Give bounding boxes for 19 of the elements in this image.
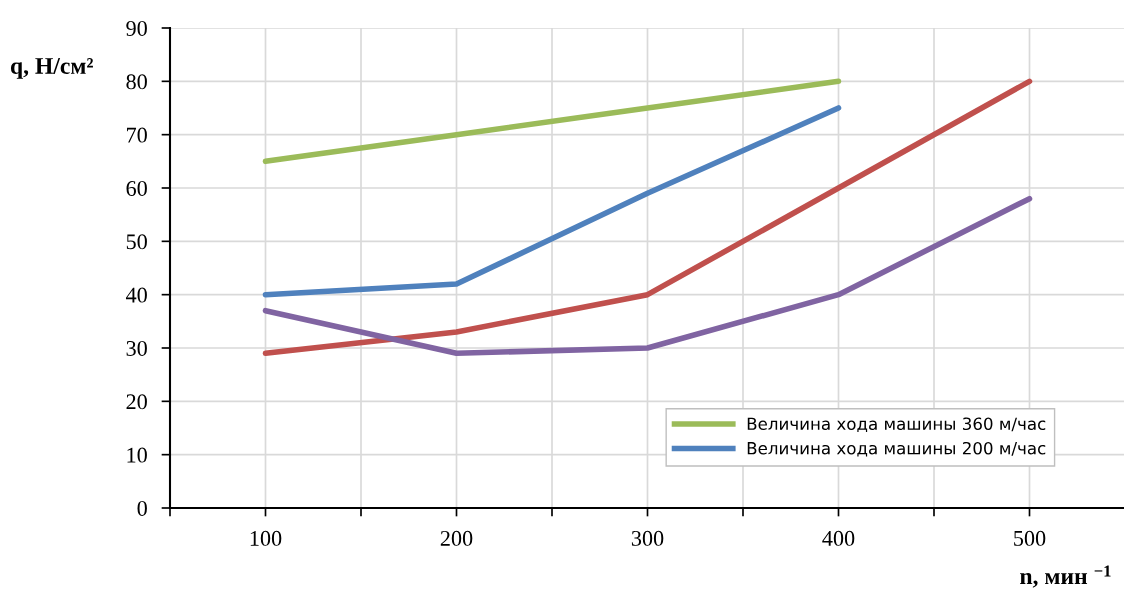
legend-label: Величина хода машины 200 м/час <box>747 441 1046 457</box>
y-tick-label: 0 <box>137 500 147 516</box>
x-tick-label: 300 <box>631 530 664 546</box>
y-tick-label: 20 <box>126 394 147 410</box>
y-tick-label: 80 <box>126 74 147 90</box>
x-axis-title: n, мин $^{−1}$ <box>1020 565 1111 588</box>
x-tick-label: 500 <box>1014 530 1046 546</box>
y-tick-label: 30 <box>126 340 147 356</box>
x-tick-label: 100 <box>250 530 282 546</box>
y-tick-label: 70 <box>127 127 147 143</box>
x-tick-label: 200 <box>440 530 473 546</box>
y-tick-label: 10 <box>127 447 147 463</box>
y-axis-title: q, Н/см² <box>10 58 93 79</box>
y-tick-label: 90 <box>126 20 147 36</box>
y-tick-label: 50 <box>126 234 147 250</box>
legend-label: Величина хода машины 360 м/час <box>747 417 1046 433</box>
x-tick-label: 400 <box>822 530 855 546</box>
y-tick-label: 40 <box>125 287 147 303</box>
y-tick-label: 60 <box>126 180 147 196</box>
